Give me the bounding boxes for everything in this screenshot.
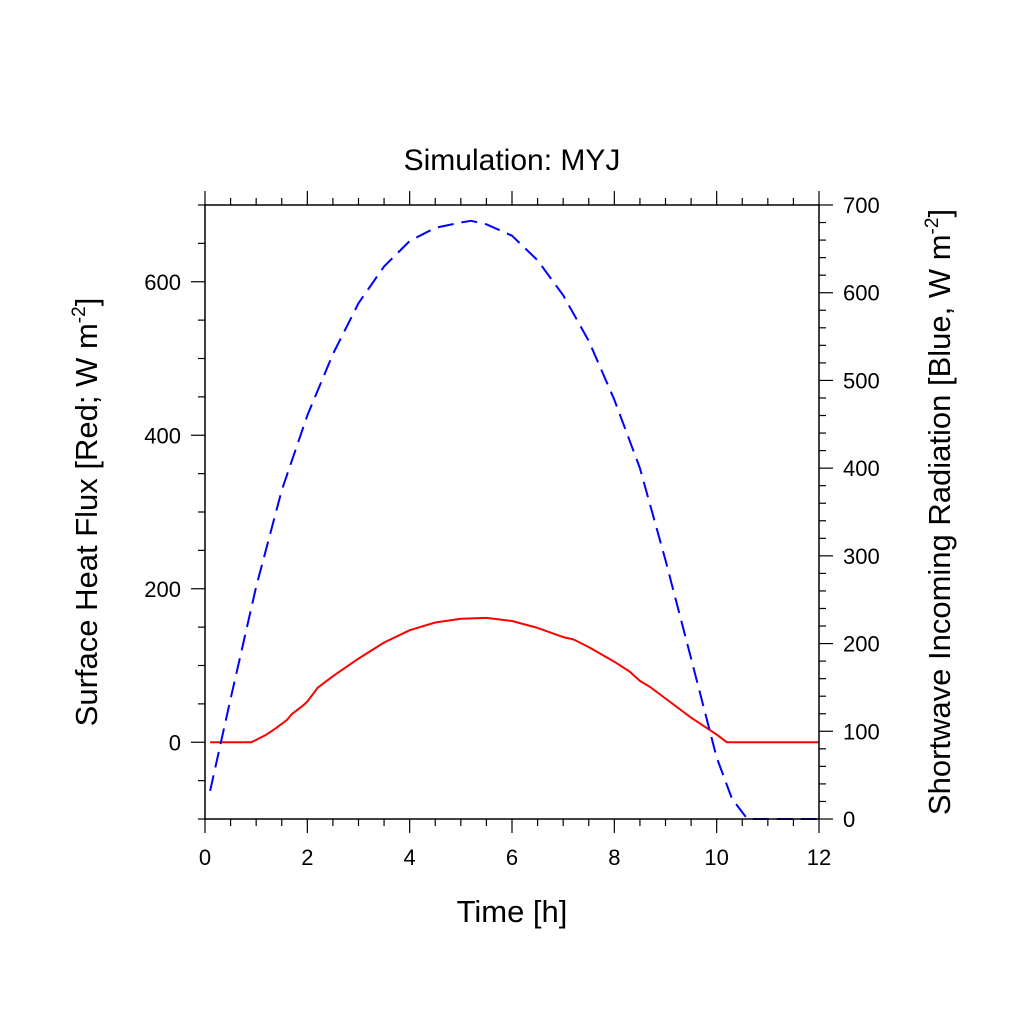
x-tick-label: 12 bbox=[807, 845, 831, 870]
y-right-tick-label: 100 bbox=[843, 719, 880, 744]
left-axis-title: Surface Heat Flux [Red; W m-2] bbox=[69, 298, 104, 727]
x-axis-title: Time [h] bbox=[457, 894, 568, 929]
y-right-tick-label: 0 bbox=[843, 807, 855, 832]
series-layer bbox=[209, 219, 819, 820]
y-left-tick-label: 0 bbox=[169, 730, 181, 755]
y-right-tick-label: 200 bbox=[843, 632, 880, 657]
axis-ticks bbox=[191, 191, 833, 833]
x-tick-label: 0 bbox=[199, 845, 211, 870]
y-right-tick-label: 400 bbox=[843, 456, 880, 481]
y-right-tick-label: 500 bbox=[843, 368, 880, 393]
y-left-tick-label: 200 bbox=[144, 577, 181, 602]
left-axis-title-suffix: ] bbox=[69, 298, 104, 307]
y-right-tick-label: 300 bbox=[843, 544, 880, 569]
y-right-tick-label: 700 bbox=[843, 193, 880, 218]
y-left-tick-label: 400 bbox=[144, 423, 181, 448]
plot-frame bbox=[204, 204, 820, 820]
y-left-tick-label: 600 bbox=[144, 270, 181, 295]
y-right-tick-label: 600 bbox=[843, 281, 880, 306]
x-tick-label: 2 bbox=[301, 845, 313, 870]
left-axis-title-superscript: -2 bbox=[69, 306, 90, 323]
x-tick-label: 6 bbox=[506, 845, 518, 870]
x-tick-label: 10 bbox=[704, 845, 728, 870]
right-axis-title-superscript: -2 bbox=[922, 218, 943, 235]
right-axis-title-text: Shortwave Incoming Radiation [Blue, W m bbox=[922, 234, 957, 815]
x-tick-label: 4 bbox=[404, 845, 416, 870]
surface-heat-flux-line bbox=[210, 616, 819, 744]
chart-title: Simulation: MYJ bbox=[404, 144, 621, 177]
x-tick-label: 8 bbox=[608, 845, 620, 870]
left-axis-title-text: Surface Heat Flux [Red; W m bbox=[69, 323, 104, 726]
right-axis-title-suffix: ] bbox=[922, 209, 957, 218]
tick-labels: 0 2 4 6 8 10 12 0 200 400 600 0 100 200 300 400 500 600 70… bbox=[144, 193, 879, 870]
right-axis-title: Shortwave Incoming Radiation [Blue, W m-… bbox=[922, 209, 957, 815]
shortwave-radiation-line bbox=[209, 219, 819, 820]
